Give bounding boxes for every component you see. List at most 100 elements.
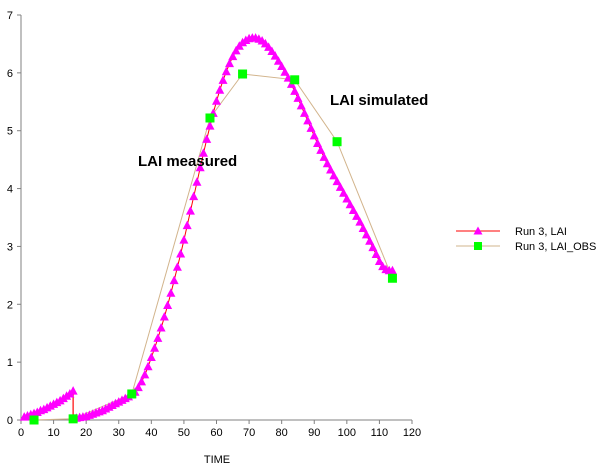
y-tick-label: 3 bbox=[7, 241, 13, 253]
lai-point bbox=[198, 148, 208, 157]
lai-point bbox=[68, 386, 78, 395]
lai-point bbox=[231, 45, 241, 55]
y-tick-label: 4 bbox=[7, 184, 13, 196]
x-tick-label: 0 bbox=[18, 427, 24, 439]
lai-point bbox=[303, 115, 313, 125]
x-tick-label: 30 bbox=[113, 427, 125, 439]
lai-point bbox=[290, 86, 300, 95]
lai-obs-point bbox=[68, 414, 78, 424]
lai-point bbox=[202, 134, 212, 143]
lai-point bbox=[280, 67, 290, 76]
annotation-lai-simulated: LAI simulated bbox=[330, 92, 428, 109]
lai-point bbox=[185, 206, 195, 215]
series-group bbox=[19, 33, 397, 425]
series-lai-obs-line bbox=[33, 73, 393, 421]
lai-point bbox=[143, 361, 153, 371]
y-tick-label: 0 bbox=[7, 415, 13, 427]
x-axis-title: TIME bbox=[204, 454, 230, 466]
lai-point bbox=[299, 108, 309, 117]
lai-point bbox=[339, 188, 349, 197]
lai-point bbox=[218, 75, 228, 84]
lai-obs-point bbox=[205, 113, 215, 123]
lai-point bbox=[368, 242, 378, 252]
lai-point bbox=[329, 170, 339, 180]
x-tick-label: 50 bbox=[178, 427, 190, 439]
x-tick-label: 90 bbox=[308, 427, 320, 439]
lai-point bbox=[296, 100, 306, 110]
lai-point bbox=[150, 343, 160, 352]
lai-point bbox=[319, 152, 329, 161]
lai-point bbox=[159, 312, 169, 321]
lai-point bbox=[221, 66, 231, 76]
lai-point bbox=[192, 177, 202, 186]
lai-point bbox=[169, 275, 179, 285]
lai-obs-point bbox=[290, 75, 300, 85]
lai-point bbox=[153, 333, 163, 342]
legend-lai-marker bbox=[473, 226, 483, 235]
lai-obs-point bbox=[332, 137, 342, 147]
lai-point bbox=[316, 145, 326, 154]
x-tick-label: 100 bbox=[338, 427, 356, 439]
legend-obs-label: Run 3, LAI_OBS bbox=[515, 241, 596, 253]
lai-point bbox=[322, 158, 332, 168]
lai-point bbox=[163, 300, 173, 309]
lai-point bbox=[166, 288, 176, 297]
y-tick-label: 1 bbox=[7, 357, 13, 369]
x-tick-label: 20 bbox=[80, 427, 92, 439]
lai-point bbox=[176, 248, 186, 258]
lai-point bbox=[387, 265, 397, 275]
lai-point bbox=[293, 93, 303, 102]
lai-point bbox=[267, 46, 277, 55]
lai-point bbox=[146, 352, 156, 362]
lai-point bbox=[195, 162, 205, 172]
lai-point bbox=[205, 121, 215, 130]
lai-point bbox=[355, 217, 365, 226]
lai-point bbox=[225, 58, 235, 68]
x-tick-label: 10 bbox=[47, 427, 59, 439]
y-tick-label: 7 bbox=[7, 10, 13, 22]
lai-obs-point bbox=[238, 69, 248, 79]
lai-point bbox=[137, 376, 147, 386]
lai-point bbox=[309, 130, 319, 140]
lai-point bbox=[273, 56, 283, 65]
lai-point bbox=[342, 193, 352, 203]
x-tick-label: 80 bbox=[276, 427, 288, 439]
lai-point bbox=[179, 235, 189, 244]
x-tick-label: 110 bbox=[371, 427, 389, 439]
tick-marks: 0 10 20 30 40 50 60 70 80 90 100 110 120 0 1 2 3 4 5 6 7 bbox=[7, 10, 421, 439]
lai-point bbox=[332, 176, 342, 186]
lai-point bbox=[140, 369, 150, 379]
y-tick-label: 5 bbox=[7, 126, 13, 138]
legend-lai-label: Run 3, LAI bbox=[515, 226, 567, 238]
lai-point bbox=[156, 323, 166, 332]
lai-point bbox=[361, 229, 371, 239]
lai-point bbox=[313, 138, 323, 147]
lai-point bbox=[365, 236, 375, 245]
lai-obs-point bbox=[29, 415, 39, 425]
lai-point bbox=[212, 96, 221, 105]
annotation-lai-measured: LAI measured bbox=[138, 153, 237, 170]
lai-point bbox=[182, 220, 192, 230]
lai-point bbox=[326, 165, 336, 174]
lai-point bbox=[335, 182, 345, 191]
lai-point bbox=[215, 85, 225, 94]
lai-point bbox=[172, 262, 182, 271]
lai-point bbox=[348, 205, 358, 215]
lai-point bbox=[228, 51, 238, 61]
lai-point bbox=[371, 249, 381, 259]
lai-point bbox=[352, 211, 362, 220]
lai-point bbox=[277, 61, 287, 70]
x-tick-label: 120 bbox=[403, 427, 421, 439]
lai-point bbox=[306, 123, 316, 132]
lai-point bbox=[358, 223, 368, 232]
legend-obs-marker bbox=[474, 242, 482, 250]
x-tick-label: 60 bbox=[210, 427, 222, 439]
x-tick-label: 40 bbox=[145, 427, 157, 439]
y-tick-label: 6 bbox=[7, 68, 13, 80]
lai-point bbox=[270, 51, 280, 60]
x-tick-label: 70 bbox=[243, 427, 255, 439]
lai-point bbox=[374, 256, 384, 265]
lai-obs-point bbox=[127, 389, 137, 399]
lai-point bbox=[133, 382, 143, 392]
